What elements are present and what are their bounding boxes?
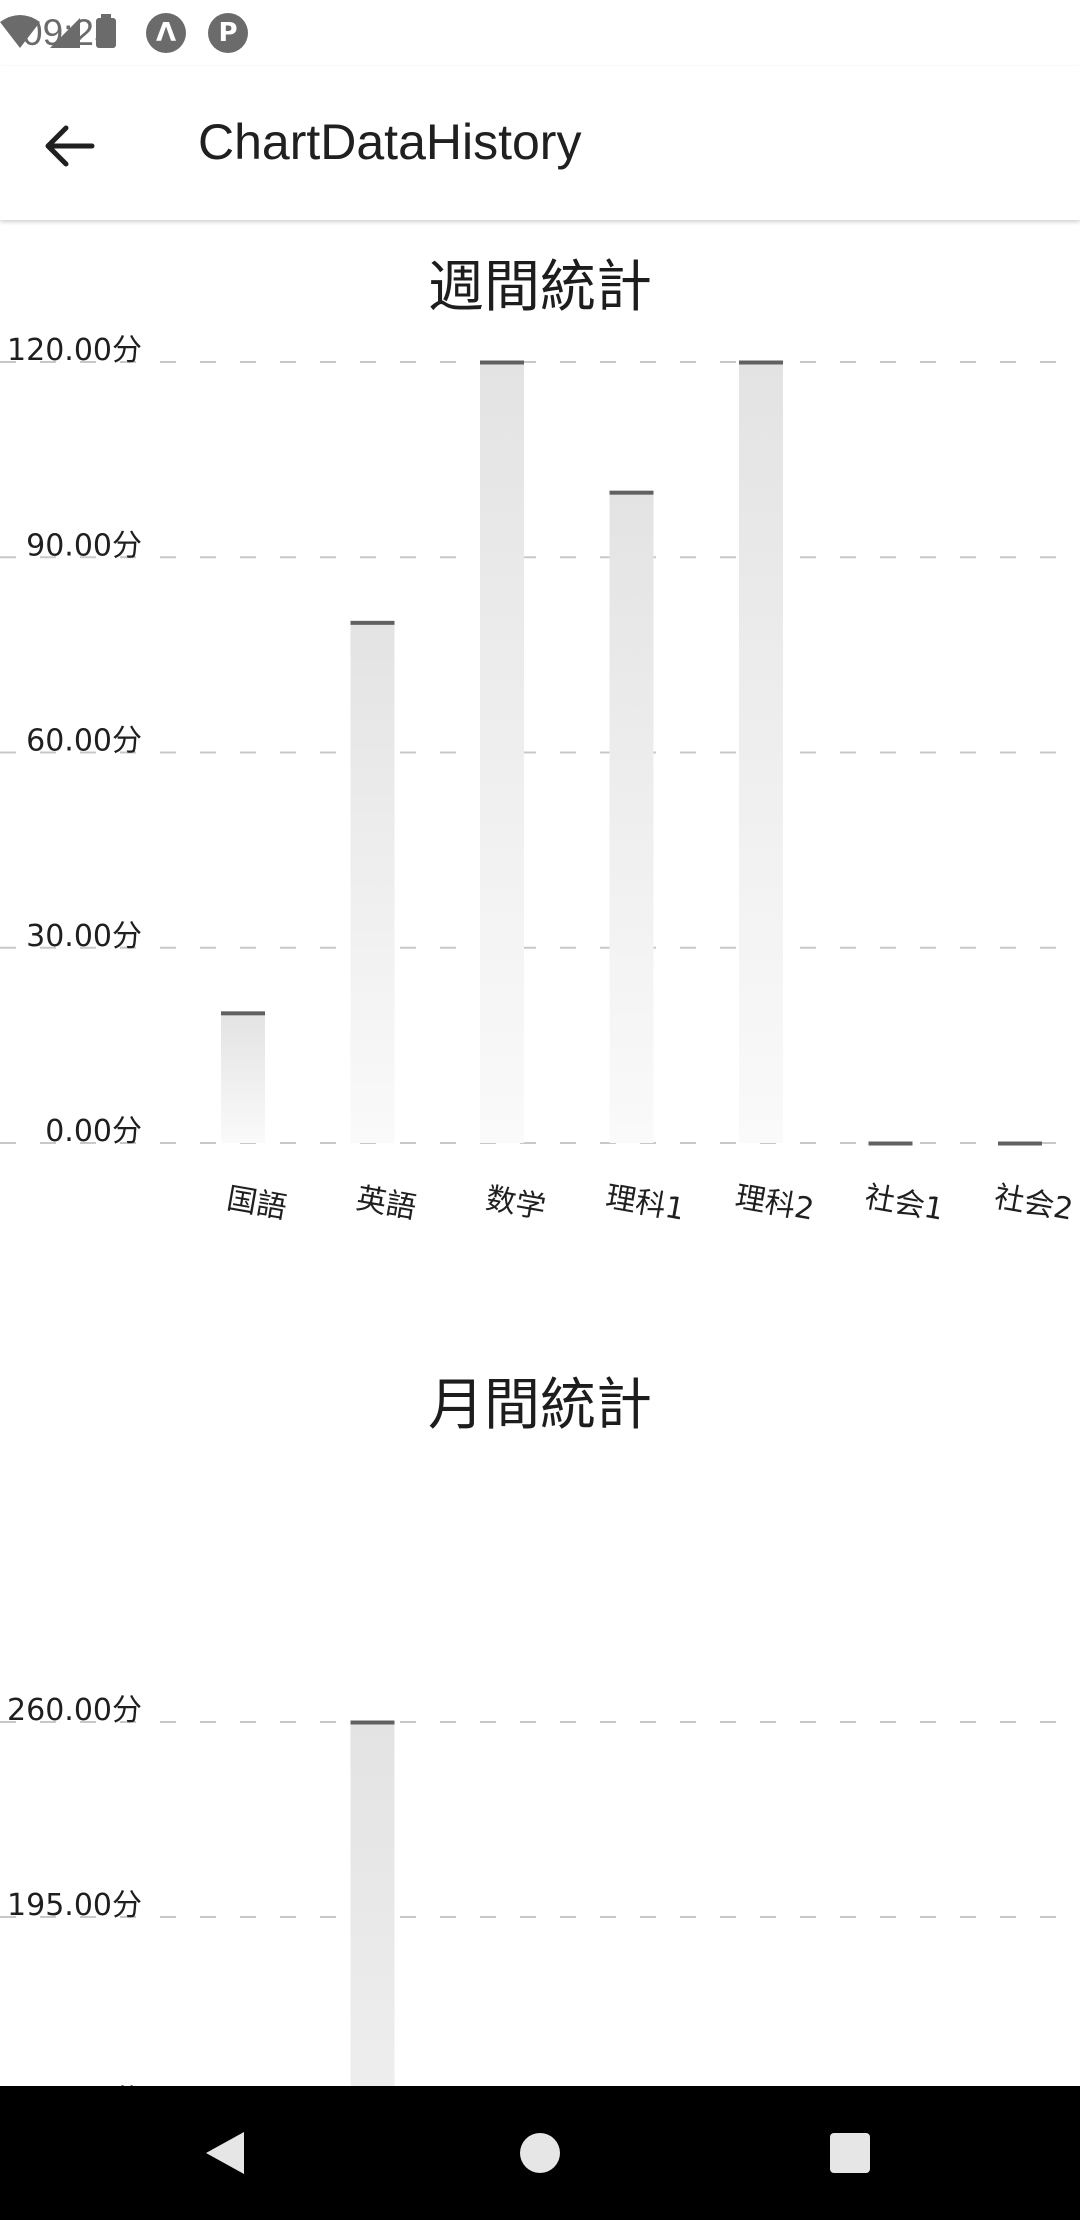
bar-cap: [350, 620, 395, 625]
bar-cap: [868, 1141, 913, 1146]
chart-scroll-area[interactable]: 週間統計 0.00分 30.00分 60.00分 90.00分 120.00分国語 英語 数…: [0, 220, 1080, 2086]
recents-square-icon[interactable]: [825, 2128, 875, 2178]
bar-cap: [739, 360, 783, 365]
x-category-label: 社会1: [862, 1180, 946, 1220]
bar: [739, 362, 783, 1143]
page-title: ChartDataHistory: [198, 114, 582, 170]
bar: [480, 362, 524, 1143]
y-tick-label: 30.00分: [26, 919, 142, 954]
bar-cap: [480, 360, 524, 365]
arrow-back-icon[interactable]: [40, 116, 100, 176]
x-category-label: 社会2: [992, 1180, 1076, 1220]
status-right-icons: [0, 14, 116, 48]
y-tick-label: 60.00分: [26, 724, 142, 759]
home-circle-icon[interactable]: [515, 2128, 565, 2178]
x-category-label: 国語: [224, 1181, 289, 1220]
y-tick-label: 0.00分: [45, 1114, 142, 1149]
x-category-label: 英語: [354, 1181, 419, 1220]
bar: [350, 1722, 395, 2086]
y-tick-label: 120.00分: [7, 333, 142, 368]
y-tick-label: 90.00分: [26, 528, 142, 563]
a-notification-icon: Λ: [146, 13, 186, 53]
bar-cap: [609, 490, 654, 495]
monthly-chart-title: 月間統計: [428, 1373, 652, 1438]
p-notification-icon: P: [208, 13, 248, 53]
bar: [221, 1012, 265, 1143]
battery-icon: [96, 18, 116, 48]
navigation-bar: [0, 2086, 1080, 2220]
bar-cap: [998, 1141, 1042, 1146]
y-tick-label: 260.00分: [7, 1693, 142, 1728]
bar-cap: [350, 1720, 395, 1725]
x-category-label: 理科2: [733, 1180, 817, 1220]
y-tick-label: 130.00分: [7, 2083, 142, 2086]
bar: [609, 492, 654, 1144]
x-category-label: 理科1: [603, 1180, 687, 1220]
x-category-label: 数学: [483, 1181, 548, 1220]
app-bar: ChartDataHistory: [0, 66, 1080, 220]
bar-cap: [221, 1011, 265, 1016]
status-bar: 09:23 Λ P: [0, 0, 1080, 66]
weekly-chart-title: 週間統計: [428, 255, 652, 320]
bar: [350, 622, 395, 1143]
wifi-icon: [0, 15, 40, 48]
y-tick-label: 195.00分: [7, 1888, 142, 1923]
back-triangle-icon[interactable]: [200, 2128, 250, 2178]
signal-icon: [50, 18, 80, 48]
